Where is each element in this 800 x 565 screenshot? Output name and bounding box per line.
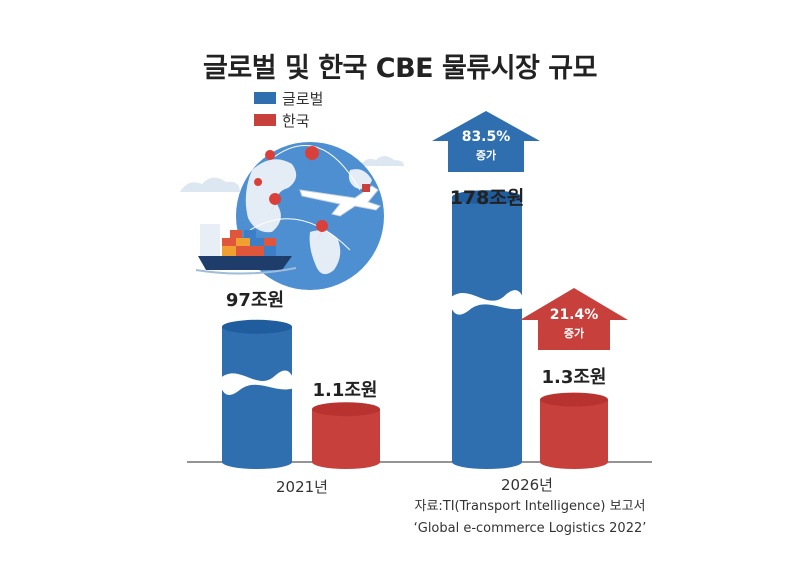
globe-land-icon xyxy=(309,230,341,275)
arrow-up-icon xyxy=(432,111,540,172)
arrow-up-icon xyxy=(520,288,628,350)
category-label-2026: 2026년 xyxy=(501,476,553,494)
bar-global-2026 xyxy=(450,190,524,469)
data-label-global-2021: 97조원 xyxy=(226,290,284,311)
bar-top xyxy=(222,319,292,334)
bar-korea-2026 xyxy=(540,392,608,469)
chart-title: 글로벌 및 한국 CBE 물류시장 규모 xyxy=(203,53,597,84)
data-label-korea-2026: 1.3조원 xyxy=(541,367,606,388)
growth-arrow-korea: 21.4% 증가 xyxy=(520,288,628,350)
bar-body xyxy=(452,197,522,469)
source-line-1: 자료:TI(Transport Intelligence) 보고서 xyxy=(414,499,646,514)
legend-item-global: 글로벌 xyxy=(254,87,323,109)
axis-break xyxy=(220,370,294,395)
cargo-ship-icon xyxy=(195,224,297,275)
cloud-icon xyxy=(360,156,404,166)
legend: 글로벌 한국 xyxy=(254,87,323,131)
source-line-2: ‘Global e-commerce Logistics 2022’ xyxy=(413,521,647,536)
bar-body xyxy=(222,326,292,469)
data-label-global-2026: 178조원 xyxy=(450,187,525,209)
growth-arrow-global: 83.5% 증가 xyxy=(432,111,540,172)
legend-label-global: 글로벌 xyxy=(282,89,324,108)
growth-value-korea: 21.4% xyxy=(550,307,599,323)
route-line xyxy=(249,218,351,251)
airplane-tail-icon xyxy=(362,184,370,192)
category-label-2021: 2021년 xyxy=(276,478,328,496)
bar-top xyxy=(452,190,522,205)
bar-top xyxy=(540,392,608,407)
bar-top xyxy=(312,402,380,417)
bar-global-2021 xyxy=(220,319,294,469)
cloud-icon xyxy=(180,177,240,192)
legend-item-korea: 한국 xyxy=(254,109,323,131)
legend-swatch-korea xyxy=(254,114,276,126)
growth-sub-global: 증가 xyxy=(476,148,496,162)
growth-sub-korea: 증가 xyxy=(564,326,584,340)
bar-body xyxy=(312,409,380,469)
data-label-korea-2021: 1.1조원 xyxy=(312,380,377,401)
airplane-icon xyxy=(299,185,381,217)
growth-value-global: 83.5% xyxy=(462,129,511,145)
axis-break xyxy=(450,290,524,315)
bar-body xyxy=(540,399,608,469)
legend-swatch-global xyxy=(254,92,276,104)
route-line xyxy=(269,145,361,191)
legend-label-korea: 한국 xyxy=(282,111,310,130)
location-pin-icon xyxy=(254,146,329,241)
logistics-illustration xyxy=(180,142,404,290)
bar-korea-2021 xyxy=(312,402,380,469)
